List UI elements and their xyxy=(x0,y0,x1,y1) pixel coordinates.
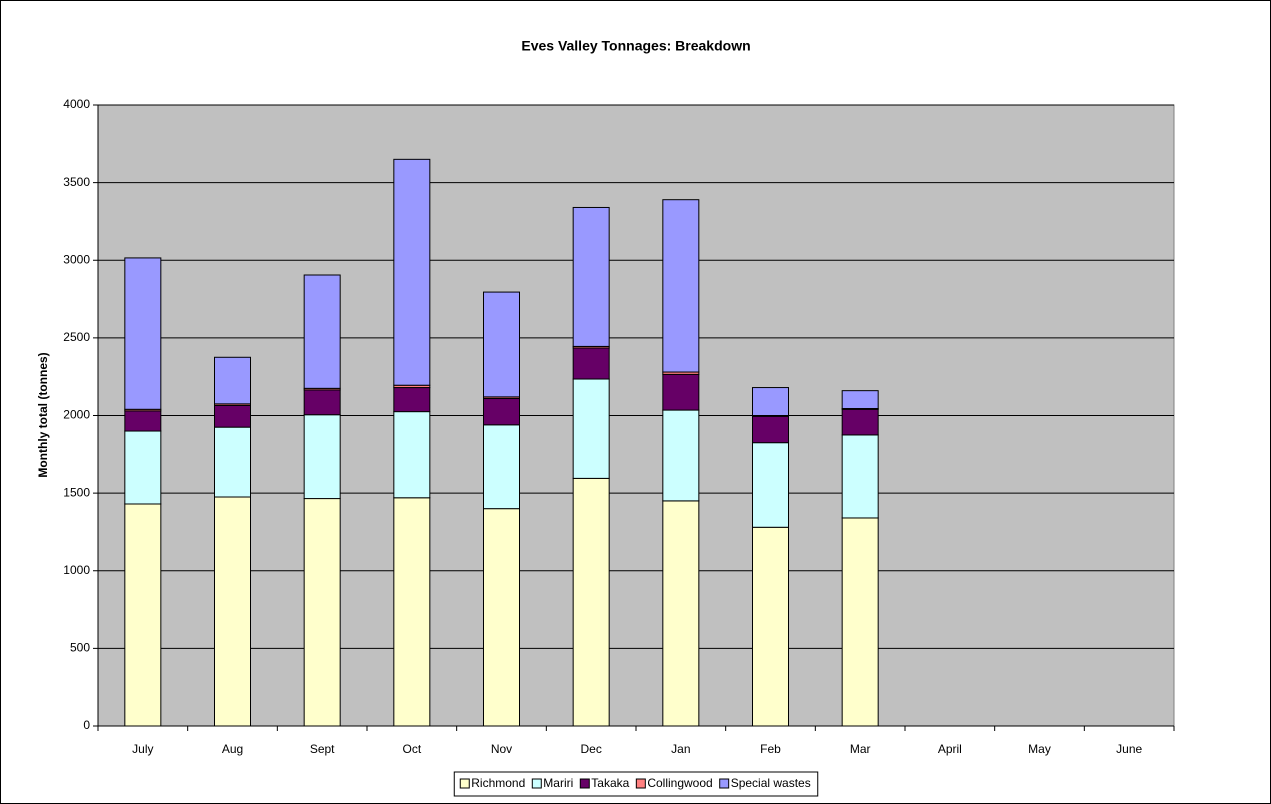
bar-segment xyxy=(662,373,700,411)
bar-segment xyxy=(752,526,789,727)
legend-swatch xyxy=(531,778,542,789)
y-tick-label: 1500 xyxy=(63,485,90,499)
legend-swatch xyxy=(635,778,646,789)
bar-segment xyxy=(393,497,431,727)
bar-segment xyxy=(662,199,700,373)
x-tick-label: April xyxy=(938,742,962,756)
legend-label: Collingwood xyxy=(647,776,712,790)
bar-segment xyxy=(841,517,879,727)
bar-segment xyxy=(393,387,431,413)
bar-segment xyxy=(841,408,879,436)
bar-segment xyxy=(124,503,162,727)
legend-label: Special wastes xyxy=(731,776,811,790)
x-tick-label: June xyxy=(1116,742,1142,756)
bar-segment xyxy=(752,415,789,444)
bar-segment xyxy=(483,424,520,510)
x-tick-label: Dec xyxy=(580,742,601,756)
bar-segment xyxy=(214,404,251,428)
bar-segment xyxy=(303,389,341,416)
bar-segment xyxy=(124,410,162,432)
bar-segment xyxy=(214,496,251,727)
bar-segment xyxy=(303,498,341,727)
bar-segment xyxy=(662,500,700,727)
x-tick-label: Mar xyxy=(850,742,871,756)
bar-segment xyxy=(841,390,879,410)
bar-segment xyxy=(572,378,610,479)
bar-segment xyxy=(483,291,520,398)
legend-label: Richmond xyxy=(471,776,525,790)
x-tick-label: Oct xyxy=(402,742,421,756)
x-tick-label: Jan xyxy=(671,742,690,756)
x-tick-label: Nov xyxy=(491,742,512,756)
x-tick-label: Aug xyxy=(222,742,243,756)
y-tick-label: 2500 xyxy=(63,330,90,344)
y-tick-label: 4000 xyxy=(63,97,90,111)
bar-segment xyxy=(752,387,789,416)
bar-segment xyxy=(752,442,789,528)
legend-swatch xyxy=(719,778,730,789)
y-tick-label: 0 xyxy=(83,718,90,732)
legend-label: Mariri xyxy=(543,776,573,790)
x-tick-label: May xyxy=(1028,742,1051,756)
bar-segment xyxy=(124,430,162,505)
bar-segment xyxy=(483,508,520,727)
bar-segment xyxy=(393,411,431,499)
x-tick-label: Sept xyxy=(310,742,335,756)
bar-segment xyxy=(572,347,610,380)
legend-swatch xyxy=(579,778,590,789)
y-tick-label: 1000 xyxy=(63,563,90,577)
y-tick-label: 3500 xyxy=(63,175,90,189)
legend-swatch xyxy=(459,778,470,789)
x-tick-label: July xyxy=(132,742,153,756)
chart-title: Eves Valley Tonnages: Breakdown xyxy=(521,38,750,54)
y-tick-label: 3000 xyxy=(63,252,90,266)
bar-segment xyxy=(841,434,879,519)
bar-segment xyxy=(303,274,341,389)
y-tick-label: 500 xyxy=(70,641,90,655)
bar-segment xyxy=(124,257,162,410)
bar-segment xyxy=(303,414,341,500)
x-tick-label: Feb xyxy=(760,742,781,756)
bar-segment xyxy=(393,158,431,386)
bar-segment xyxy=(662,409,700,502)
y-tick-label: 2000 xyxy=(63,408,90,422)
bar-segment xyxy=(572,206,610,347)
legend-label: Takaka xyxy=(591,776,629,790)
y-axis-title: Monthly total (tonnes) xyxy=(36,352,50,477)
bar-segment xyxy=(214,426,251,498)
bar-segment xyxy=(572,477,610,727)
bar-segment xyxy=(483,397,520,426)
bar-segment xyxy=(214,356,251,405)
